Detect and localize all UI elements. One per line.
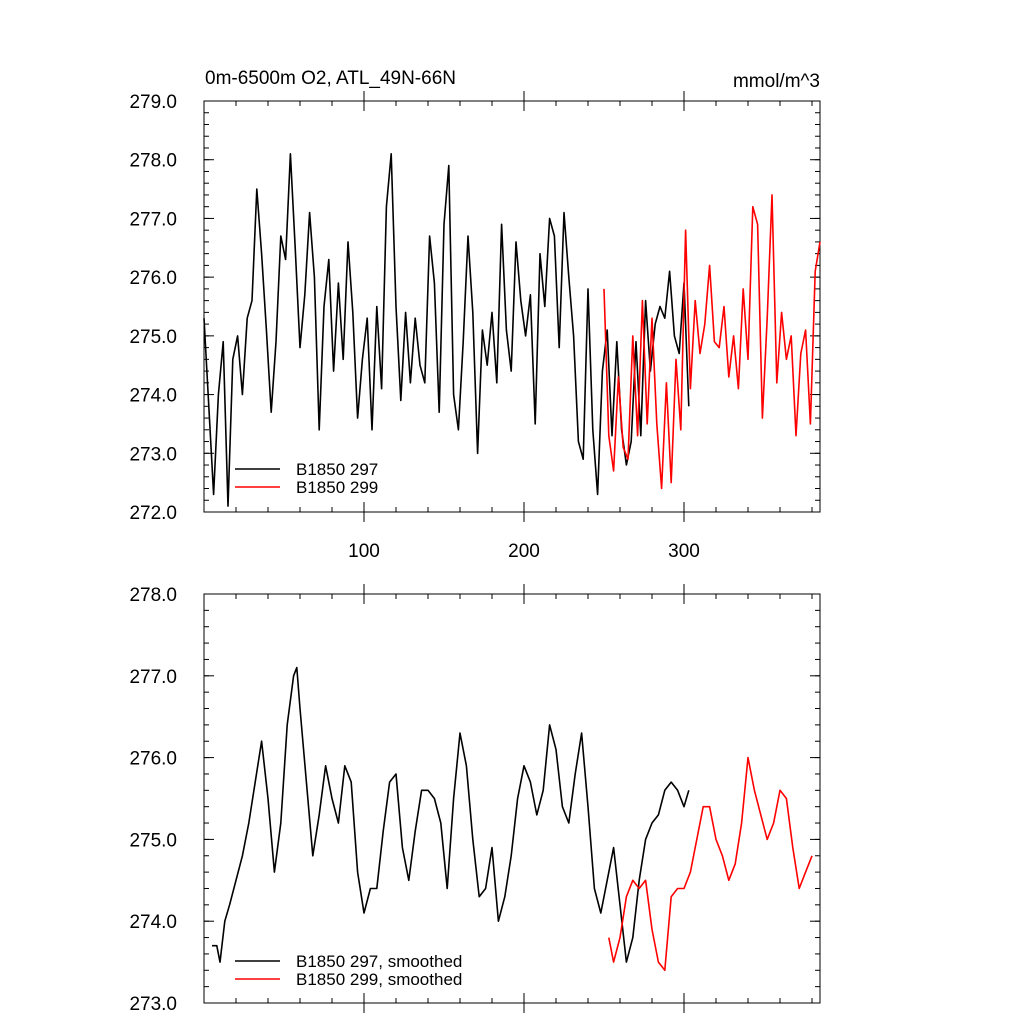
x-tick-label: 200 <box>508 541 540 562</box>
legend-label-1: B1850 299 <box>296 478 378 497</box>
series-line-0 <box>212 666 690 963</box>
units-label: mmol/m^3 <box>733 71 820 92</box>
plot-frame <box>203 593 821 1004</box>
y-tick-label: 275.0 <box>129 830 177 851</box>
bottom-panel: 273.0 274.0 275.0 276.0 277.0 278.0 B1850 297,… <box>129 584 821 1015</box>
series-line-1 <box>608 756 813 972</box>
y-tick-label: 273.0 <box>129 994 177 1015</box>
y-tick-label: 274.0 <box>129 386 177 407</box>
y-tick-label: 276.0 <box>129 749 177 770</box>
top-panel: 0m-6500m O2, ATL_49N-66N mmol/m^3 272.0 2… <box>129 68 821 562</box>
y-tick-label: 276.0 <box>129 268 177 289</box>
plot-frame <box>203 100 821 513</box>
y-tick-label: 275.0 <box>129 327 177 348</box>
y-tick-label: 277.0 <box>129 209 177 230</box>
y-tick-label: 279.0 <box>129 92 177 113</box>
y-tick-label: 278.0 <box>129 585 177 606</box>
legend-label-0: B1850 297, smoothed <box>296 952 462 971</box>
x-tick-label: 100 <box>348 541 380 562</box>
legend-label-1: B1850 299, smoothed <box>296 970 462 989</box>
y-tick-label: 272.0 <box>129 503 177 524</box>
y-tick-label: 273.0 <box>129 444 177 465</box>
legend-label-0: B1850 297 <box>296 460 378 479</box>
series-line-1 <box>603 194 821 490</box>
y-tick-label: 277.0 <box>129 667 177 688</box>
y-tick-label: 278.0 <box>129 151 177 172</box>
chart-title: 0m-6500m O2, ATL_49N-66N <box>205 68 456 89</box>
x-tick-label: 300 <box>668 541 700 562</box>
y-tick-label: 274.0 <box>129 912 177 933</box>
series-line-0 <box>203 153 690 507</box>
